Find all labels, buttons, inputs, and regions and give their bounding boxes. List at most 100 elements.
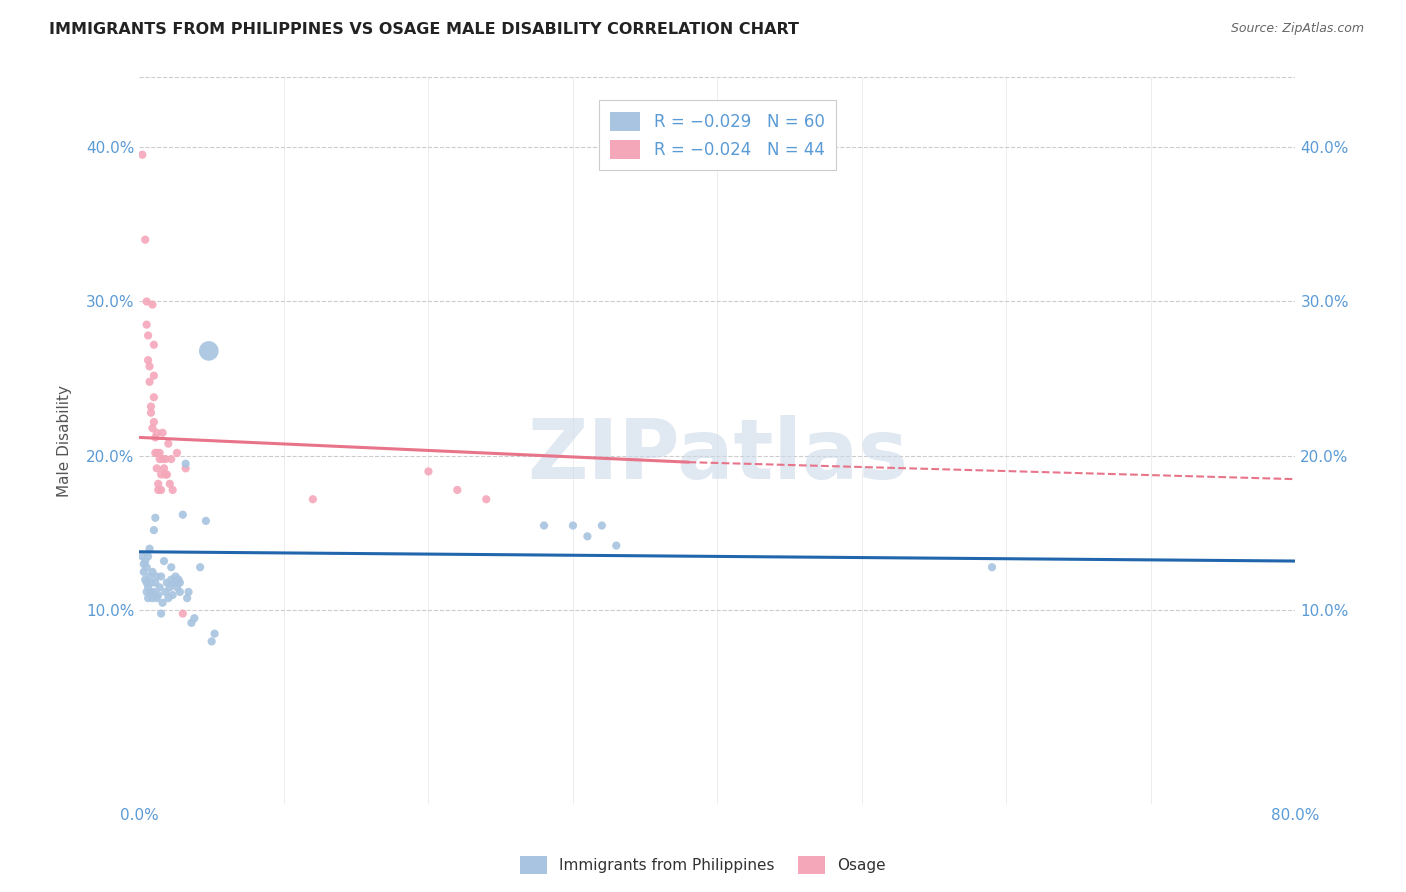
Point	[167, 573, 190, 587]
Point	[146, 569, 169, 583]
Point	[169, 575, 191, 590]
Point	[142, 337, 165, 351]
Point	[131, 147, 153, 161]
Point	[188, 560, 211, 574]
Point	[143, 575, 166, 590]
Point	[132, 565, 155, 579]
Point	[163, 575, 186, 590]
Point	[136, 591, 159, 606]
Point	[135, 294, 157, 309]
Point	[165, 569, 187, 583]
Point	[152, 425, 174, 440]
Point	[135, 575, 157, 590]
Point	[166, 575, 188, 590]
Point	[146, 446, 169, 460]
Point	[139, 575, 162, 590]
Point	[198, 343, 221, 358]
Point	[301, 492, 323, 507]
Point	[180, 615, 202, 630]
Point	[135, 585, 157, 599]
Point	[152, 596, 174, 610]
Point	[139, 400, 162, 414]
Point	[148, 588, 170, 602]
Point	[201, 634, 224, 648]
Point	[134, 573, 156, 587]
Point	[150, 569, 173, 583]
Point	[139, 585, 162, 599]
Point	[152, 452, 174, 467]
Point	[146, 461, 169, 475]
Point	[150, 607, 173, 621]
Point	[174, 461, 197, 475]
Point	[146, 425, 169, 440]
Point	[174, 457, 197, 471]
Point	[153, 554, 176, 568]
Point	[149, 446, 172, 460]
Point	[136, 353, 159, 368]
Point	[146, 591, 169, 606]
Point	[155, 452, 177, 467]
Point	[135, 560, 157, 574]
Point	[157, 591, 180, 606]
Point	[134, 554, 156, 568]
Point	[141, 591, 163, 606]
Point	[150, 483, 173, 497]
Text: ZIPatlas: ZIPatlas	[527, 415, 908, 496]
Point	[591, 518, 613, 533]
Point	[138, 569, 160, 583]
Point	[176, 591, 198, 606]
Point	[204, 626, 226, 640]
Point	[160, 573, 183, 587]
Point	[155, 467, 177, 482]
Point	[132, 557, 155, 571]
Point	[155, 585, 177, 599]
Point	[160, 560, 183, 574]
Point	[169, 585, 191, 599]
Point	[183, 611, 205, 625]
Point	[446, 483, 468, 497]
Point	[143, 446, 166, 460]
Point	[159, 476, 181, 491]
Point	[149, 580, 172, 594]
Point	[142, 585, 165, 599]
Point	[576, 529, 599, 543]
Legend: Immigrants from Philippines, Osage: Immigrants from Philippines, Osage	[513, 850, 893, 880]
Point	[138, 359, 160, 374]
Point	[160, 452, 183, 467]
Point	[159, 580, 181, 594]
Point	[156, 467, 179, 482]
Point	[166, 580, 188, 594]
Point	[143, 430, 166, 444]
Legend: R = −0.029   N = 60, R = −0.024   N = 44: R = −0.029 N = 60, R = −0.024 N = 44	[599, 100, 837, 170]
Point	[475, 492, 498, 507]
Point	[138, 375, 160, 389]
Point	[172, 607, 194, 621]
Text: Source: ZipAtlas.com: Source: ZipAtlas.com	[1230, 22, 1364, 36]
Point	[533, 518, 555, 533]
Point	[150, 467, 173, 482]
Point	[153, 461, 176, 475]
Point	[157, 436, 180, 450]
Point	[136, 549, 159, 564]
Point	[194, 514, 217, 528]
Point	[162, 588, 184, 602]
Point	[138, 541, 160, 556]
Point	[141, 421, 163, 435]
Point	[143, 510, 166, 524]
Point	[141, 565, 163, 579]
Point	[139, 406, 162, 420]
Point	[561, 518, 583, 533]
Point	[156, 575, 179, 590]
Point	[142, 390, 165, 404]
Point	[134, 233, 156, 247]
Point	[418, 465, 440, 479]
Point	[142, 523, 165, 537]
Point	[142, 368, 165, 383]
Point	[172, 508, 194, 522]
Point	[149, 452, 172, 467]
Point	[148, 483, 170, 497]
Point	[981, 560, 1004, 574]
Point	[135, 318, 157, 332]
Point	[131, 549, 153, 564]
Point	[141, 297, 163, 311]
